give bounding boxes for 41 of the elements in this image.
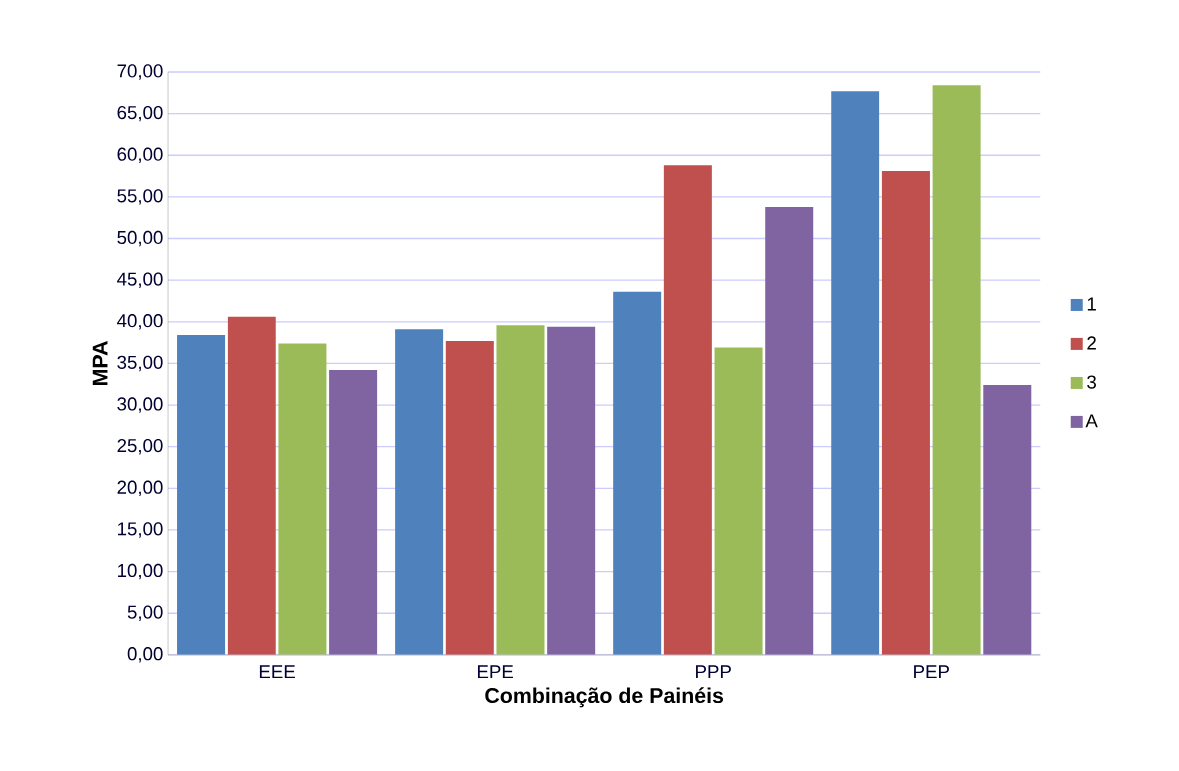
x-tick-label: PEP: [914, 665, 949, 679]
legend-label: 3: [1087, 375, 1096, 389]
bar: [547, 326, 596, 655]
bar: [983, 385, 1032, 655]
bar: [714, 347, 763, 655]
y-tick-label: 5,00: [127, 605, 163, 621]
y-tick-label: 0,00: [127, 647, 163, 663]
bar: [227, 316, 276, 655]
y-tick-label: 70,00: [117, 64, 163, 80]
bar: [765, 206, 814, 655]
y-tick-label: 55,00: [117, 189, 163, 205]
bar: [613, 291, 662, 655]
y-tick-label: 65,00: [117, 105, 163, 122]
legend-label: 1: [1087, 297, 1096, 311]
bar: [329, 370, 378, 655]
y-tick-label: 40,00: [117, 314, 163, 330]
x-tick-label: EPE: [477, 665, 514, 679]
bar: [395, 329, 444, 655]
bar: [496, 325, 545, 655]
legend-label: A: [1085, 414, 1098, 428]
y-tick-label: 45,00: [117, 272, 163, 288]
x-axis-title: Combinação de Painéis: [485, 687, 724, 708]
x-tick-label: EEE: [259, 665, 295, 679]
bar: [177, 335, 226, 655]
y-tick-label: 10,00: [118, 563, 163, 580]
bar: [932, 85, 981, 655]
bar: [881, 171, 930, 655]
y-axis-title: MPA: [92, 341, 108, 385]
bar: [278, 343, 327, 655]
x-tick-label: PPP: [696, 665, 731, 679]
legend-label: 2: [1087, 336, 1096, 350]
y-tick-label: 35,00: [117, 355, 163, 372]
y-tick-label: 15,00: [118, 522, 163, 538]
bar: [831, 91, 880, 655]
y-tick-label: 60,00: [117, 147, 163, 164]
y-tick-label: 25,00: [117, 439, 163, 455]
y-tick-label: 50,00: [117, 230, 163, 247]
y-tick-label: 20,00: [117, 480, 163, 497]
bar: [663, 165, 712, 655]
y-tick-label: 30,00: [117, 397, 163, 413]
bar: [445, 341, 494, 655]
